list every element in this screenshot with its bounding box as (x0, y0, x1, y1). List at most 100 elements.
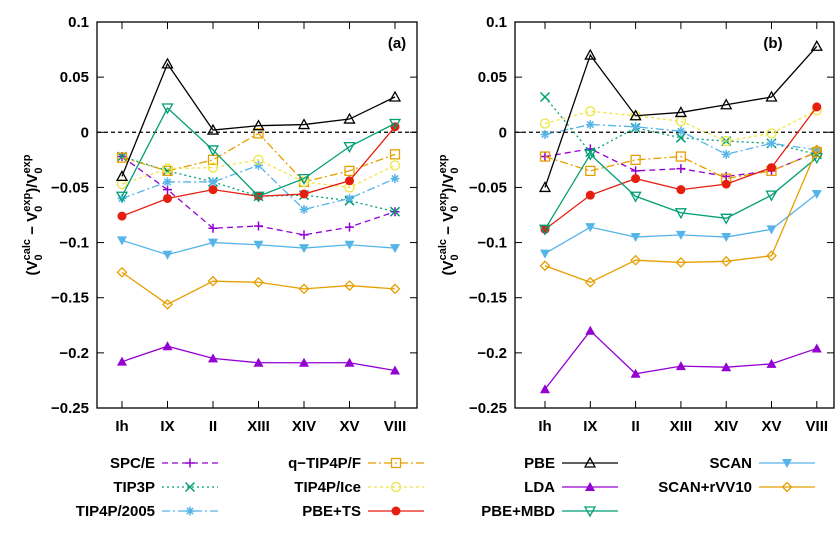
data-point-pbe-mbd (252, 191, 265, 203)
series-pbe-mbd (115, 103, 402, 203)
legend-entry-scan-rvv10: SCAN+rVV10 (658, 479, 815, 496)
x-tick-label-ih: Ih (538, 418, 551, 435)
y-tick-label: −0.15 (51, 290, 89, 307)
data-point-pbe-ts (163, 193, 172, 203)
data-point-tip3p (389, 206, 401, 217)
data-point-tip4p-ice (253, 154, 264, 166)
data-point-scan-rvv10 (116, 266, 128, 278)
x-tick-label-viii: VIII (384, 418, 407, 435)
legend-entry-pbe-mbd: PBE+MBD (481, 503, 618, 520)
series-lda (540, 325, 822, 394)
series-line-pbe-mbd (544, 153, 818, 230)
y-tick-label: −0.2 (59, 345, 89, 362)
data-point-scan-rvv10 (766, 250, 777, 262)
legend-entry-tip3p: TIP3P (113, 479, 218, 496)
series-line-pbe (121, 62, 396, 177)
data-point-tip4p-ice (116, 178, 128, 190)
panel-b: 0.1 0.05 0 −0.05 −0.1 −0.15 −0.2 −0.25 Ih IX II XII… (437, 14, 835, 435)
data-point-pbe-mbd (629, 191, 642, 203)
data-point-lda (253, 357, 264, 367)
data-point-tip4p-ice (207, 162, 219, 173)
data-point-lda (630, 368, 641, 378)
data-point-pbe (765, 90, 778, 102)
data-point-spc-e (631, 166, 641, 176)
x-tick-label-ix: IX (583, 418, 597, 435)
data-point-scan (811, 190, 822, 200)
y-tick-label: −0.05 (469, 179, 507, 196)
data-point-scan-rvv10 (389, 283, 401, 295)
data-point-q-tip4p-f (116, 152, 128, 163)
data-point-tip4p-2005 (208, 177, 218, 187)
data-point-tip4p-2005 (631, 122, 641, 132)
legend-label: TIP4P/2005 (76, 503, 155, 520)
data-point-scan (585, 223, 596, 233)
data-point-q-tip4p-f (389, 149, 401, 160)
legend-marker (185, 506, 195, 516)
series-pbe (538, 39, 823, 193)
data-point-pbe-mbd (674, 208, 688, 220)
legend-label: SPC/E (110, 455, 155, 472)
legend-label: TIP3P (113, 479, 155, 496)
series-pbe-ts (117, 122, 400, 221)
data-point-scan-rvv10 (630, 254, 642, 266)
data-point-pbe (297, 118, 311, 130)
data-point-tip4p-2005 (721, 149, 731, 159)
panel-label: (b) (763, 35, 782, 52)
y-tick-label: −0.2 (477, 345, 507, 362)
data-point-tip4p-2005 (345, 193, 354, 203)
data-point-spc-e (163, 185, 172, 195)
data-point-tip4p-2005 (117, 193, 127, 203)
data-point-pbe-ts (208, 185, 218, 195)
plot-frame (96, 21, 418, 409)
data-point-tip4p-2005 (163, 177, 172, 187)
data-point-pbe-ts (345, 176, 354, 186)
y-tick-label: −0.05 (51, 179, 89, 196)
series-line-pbe (544, 45, 818, 188)
data-point-pbe-ts (585, 190, 595, 200)
legend: SPC/E TIP3P TIP4P/2005 q−TIP4P/F TIP4P/Ice PB… (76, 455, 815, 520)
data-point-lda (162, 341, 173, 351)
legend-marker (391, 506, 401, 516)
legend-entry-pbe-ts: PBE+TS (302, 503, 424, 520)
legend-marker (390, 481, 402, 493)
data-point-scan-rvv10 (253, 276, 264, 288)
data-point-scan (253, 240, 264, 250)
data-point-lda (299, 357, 309, 367)
data-point-tip4p-ice (539, 118, 551, 129)
data-point-scan-rvv10 (298, 283, 310, 295)
data-point-tip3p (162, 165, 173, 176)
series-line-q-tip4p-f (121, 132, 396, 183)
legend-marker (583, 456, 597, 468)
data-point-pbe (720, 98, 733, 110)
data-point-tip3p (675, 132, 686, 143)
x-tick-label-xv: XV (761, 418, 781, 435)
x-tick-label-xiii: XIII (670, 418, 693, 435)
data-point-pbe-ts (117, 211, 127, 221)
y-tick-label: −0.25 (51, 400, 89, 417)
x-tick-label-ih: Ih (115, 418, 128, 435)
legend-label: PBE+TS (302, 503, 361, 520)
y-tick-label: 0.1 (68, 14, 89, 31)
data-point-pbe (252, 119, 265, 131)
legend-label: SCAN+rVV10 (658, 479, 752, 496)
y-tick-label: −0.1 (477, 235, 507, 252)
series-pbe (115, 57, 402, 182)
data-point-spc-e (299, 230, 309, 240)
data-point-pbe (810, 39, 823, 51)
data-point-tip4p-2005 (812, 145, 822, 155)
data-point-tip4p-ice (585, 106, 596, 117)
data-point-lda (344, 357, 355, 367)
series-line-tip4p-ice (544, 109, 818, 142)
data-point-pbe (674, 106, 688, 118)
legend-marker (782, 459, 792, 468)
legend-marker (781, 481, 793, 493)
x-tick-label-xiv: XIV (292, 418, 316, 435)
y-tick-label: 0 (499, 124, 507, 141)
data-point-pbe (584, 48, 597, 60)
series-line-lda (544, 329, 818, 390)
x-tick-label-ii: II (209, 418, 217, 435)
legend-marker (184, 481, 196, 493)
data-point-lda (811, 343, 822, 353)
data-point-pbe (343, 112, 356, 124)
